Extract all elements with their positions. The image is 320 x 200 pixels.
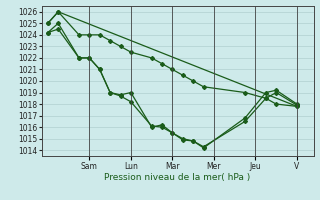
X-axis label: Pression niveau de la mer( hPa ): Pression niveau de la mer( hPa ) [104,173,251,182]
